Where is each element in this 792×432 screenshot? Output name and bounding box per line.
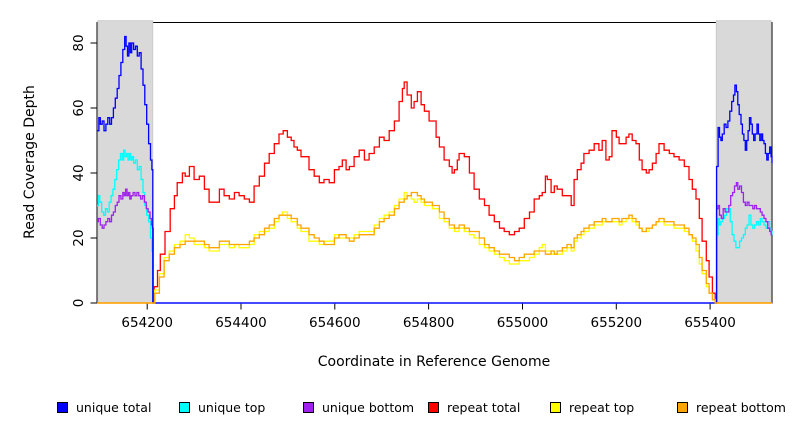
y-tick-label: 20 — [71, 229, 87, 246]
shaded-region — [97, 20, 154, 304]
legend-item-repeat-bottom: repeat bottom — [677, 400, 786, 415]
legend-item-unique-top: unique top — [179, 400, 265, 415]
legend-label: repeat bottom — [696, 400, 786, 415]
x-tick-label: 654400 — [215, 315, 267, 331]
legend-label: repeat top — [569, 400, 635, 415]
legend-label: unique total — [76, 400, 152, 415]
legend-swatch-repeat-bottom — [677, 402, 688, 413]
x-tick-label: 654200 — [121, 315, 173, 331]
x-tick-label: 655400 — [684, 315, 736, 331]
series-line-repeat-total — [97, 81, 772, 304]
legend-label: unique top — [198, 400, 266, 415]
legend-label: repeat total — [447, 400, 521, 415]
legend-swatch-unique-top — [179, 402, 190, 413]
legend-label: unique bottom — [322, 400, 415, 415]
series-line-unique-bottom — [97, 182, 772, 304]
y-tick-label: 60 — [71, 99, 87, 116]
y-tick-label: 40 — [71, 164, 87, 181]
y-tick-label: 0 — [71, 299, 87, 308]
y-axis-title: Read Coverage Depth — [22, 85, 38, 239]
series-line-repeat-bottom — [97, 191, 772, 304]
x-tick-label: 654800 — [403, 315, 455, 331]
legend-swatch-repeat-total — [428, 402, 439, 413]
x-tick-label: 654600 — [309, 315, 361, 331]
legend-item-unique-total: unique total — [57, 400, 151, 415]
plot-box — [96, 22, 773, 304]
legend-item-repeat-total: repeat total — [428, 400, 520, 415]
legend-swatch-repeat-top — [550, 402, 561, 413]
legend-swatch-unique-bottom — [303, 402, 314, 413]
legend-swatch-unique-total — [57, 402, 68, 413]
x-tick-label: 655000 — [497, 315, 549, 331]
legend-item-repeat-top: repeat top — [550, 400, 634, 415]
series-line-repeat-top — [97, 191, 772, 304]
x-axis-title: Coordinate in Reference Genome — [317, 354, 551, 370]
legend-item-unique-bottom: unique bottom — [303, 400, 414, 415]
series-line-unique-total — [97, 35, 773, 304]
x-tick-label: 655200 — [591, 315, 643, 331]
y-tick-label: 80 — [71, 34, 87, 51]
series-line-unique-top — [97, 149, 773, 304]
shaded-region — [715, 20, 772, 304]
